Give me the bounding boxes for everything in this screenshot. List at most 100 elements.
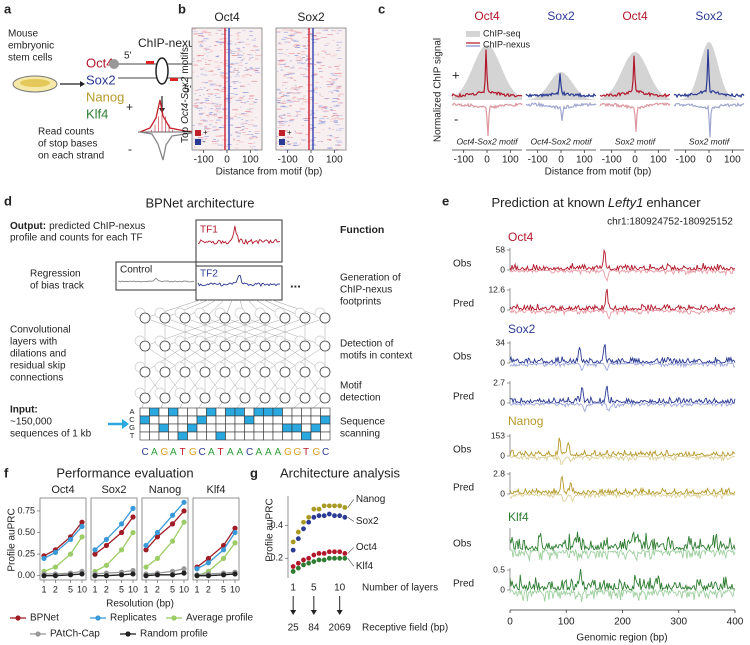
neuron: [139, 340, 151, 352]
heatmap-cell: [302, 139, 307, 141]
data-point: [290, 539, 296, 545]
x-tick-label: 400: [727, 617, 744, 628]
heatmap-cell: [317, 53, 320, 55]
heatmap-cell: [323, 106, 328, 107]
heatmap-cell: [198, 110, 201, 111]
label-part: Oct4-Sox2: [180, 76, 191, 124]
heatmap-cell: [302, 37, 309, 39]
heatmap-cell: [217, 117, 223, 119]
heatmap-cell: [309, 110, 314, 112]
heatmap-cell: [242, 47, 245, 49]
legend-swatch: [466, 31, 480, 37]
heatmap-cell: [332, 125, 334, 127]
heatmap-cell: [323, 110, 330, 112]
heatmap-cell: [337, 57, 343, 59]
heatmap-cell: [284, 66, 290, 67]
heatmap-cell: [235, 131, 239, 132]
heatmap-cell: [300, 74, 306, 75]
heatmap-cell: [277, 60, 280, 62]
heatmap-cell: [332, 74, 338, 76]
base-letter: A: [227, 447, 234, 458]
heatmap-cell: [214, 113, 217, 115]
heatmap-cell: [331, 55, 335, 57]
heatmap-cell: [326, 147, 333, 149]
profile-title: Oct4: [622, 9, 648, 23]
heatmap-cell: [195, 102, 202, 104]
heatmap-cell: [311, 35, 318, 37]
heatmap-cell: [205, 32, 211, 34]
heatmap-cell: [251, 80, 258, 82]
data-point: [143, 542, 149, 549]
heatmap-cell: [294, 54, 299, 56]
motif-label: Sox2 motif: [615, 136, 657, 146]
data-point: [332, 513, 337, 519]
heatmap-cell: [255, 67, 260, 69]
heatmap-cell: [243, 149, 246, 151]
data-point: [342, 551, 348, 556]
heatmap-cell: [236, 73, 239, 75]
one-hot-cell: [196, 407, 207, 417]
heatmap-cell: [201, 134, 204, 135]
label: +: [452, 67, 460, 82]
heatmap-cell: [286, 99, 290, 101]
heatmap-cell: [219, 149, 223, 151]
profile-title: Sox2: [695, 9, 723, 23]
heatmap-cell: [294, 130, 297, 132]
neuron: [279, 392, 291, 404]
arrow-head: [290, 610, 297, 615]
base-label: G: [129, 423, 135, 432]
x-axis-label: Genomic region (bp): [576, 633, 667, 644]
heatmap-cell: [291, 39, 294, 41]
heatmap-cell: [320, 76, 324, 78]
heatmap-cell: [206, 90, 209, 91]
heatmap-cell: [255, 99, 258, 100]
heatmap-cell: [296, 92, 302, 93]
heatmap-cell: [301, 51, 305, 53]
heatmap-cell: [243, 70, 249, 71]
heatmap-cell: [277, 101, 281, 103]
heatmap-cell: [338, 93, 345, 95]
heatmap-cell: [209, 84, 215, 86]
label: -: [287, 137, 290, 146]
label: -: [454, 111, 458, 126]
heatmap-cell: [215, 84, 222, 86]
heatmap-cell: [335, 77, 338, 79]
strand-key: [279, 130, 285, 136]
label: scanning: [340, 429, 380, 440]
heatmap-cell: [201, 139, 204, 140]
heatmap-cell: [305, 134, 309, 136]
x-tick-label: -100: [528, 155, 548, 166]
heatmap-cell: [198, 137, 204, 139]
heatmap-cell: [309, 33, 314, 34]
heatmap-cell: [333, 120, 338, 122]
heatmap-cell: [220, 33, 227, 35]
heatmap-cell: [216, 40, 219, 42]
heatmap-cell: [288, 52, 295, 54]
heatmap-cell: [226, 98, 229, 100]
heatmap-cell: [278, 116, 283, 118]
heatmap-cell: [327, 139, 332, 140]
heatmap-cell: [237, 67, 240, 69]
heatmap-cell: [325, 98, 329, 100]
label: Control: [120, 265, 152, 276]
track-trace: [197, 225, 281, 246]
one-hot-cell: [177, 423, 188, 433]
heatmap-cell: [337, 85, 343, 87]
data-point: [79, 523, 85, 530]
heatmap-cell: [219, 62, 223, 64]
heatmap-cell: [335, 140, 342, 142]
heatmap-cell: [322, 115, 328, 117]
data-point: [306, 519, 312, 525]
heatmap-cell: [330, 83, 335, 85]
heatmap-cell: [314, 63, 317, 65]
base-letter: A: [151, 447, 158, 458]
label: TF2: [200, 269, 218, 280]
series-line: [94, 532, 134, 572]
base-letter: G: [284, 447, 292, 458]
label: Motif: [340, 381, 362, 392]
data-point: [332, 555, 337, 561]
label: +: [203, 128, 208, 137]
heatmap-cell: [336, 98, 340, 100]
data-point: [194, 573, 200, 579]
nexus-minus: [673, 102, 745, 138]
